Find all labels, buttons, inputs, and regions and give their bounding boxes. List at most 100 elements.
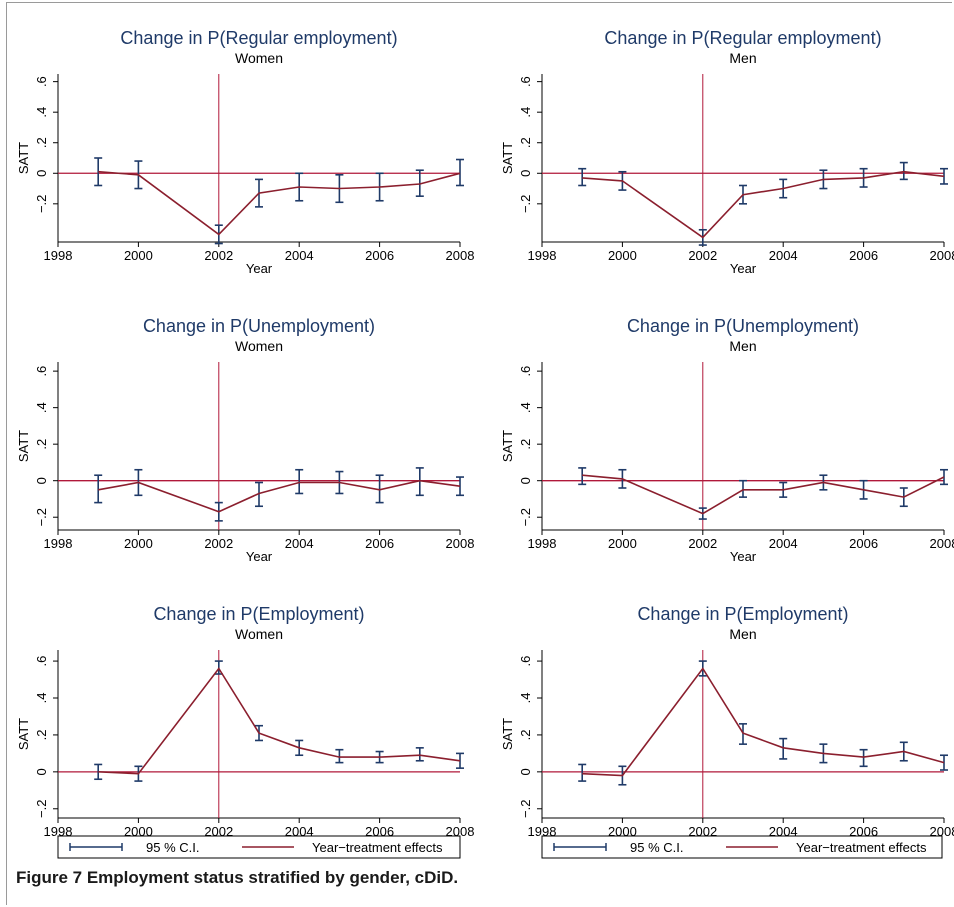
y-tick-label: .2 — [34, 137, 49, 148]
legends-group: 95 % C.I. Year−treatment effects 95 % C.I.… — [57, 835, 943, 859]
y-tick-label: .2 — [518, 439, 533, 450]
x-tick-label: 2008 — [446, 536, 475, 551]
x-tick-label: 1998 — [528, 248, 557, 263]
y-tick-label: .4 — [518, 107, 533, 118]
y-tick-label: −.2 — [34, 195, 49, 213]
x-tick-label: 2004 — [285, 248, 314, 263]
x-tick-label: 2008 — [930, 824, 954, 839]
y-tick-label: .6 — [34, 366, 49, 377]
effect-line — [582, 474, 945, 515]
y-axis-label: SATT — [16, 430, 31, 462]
y-tick-label: −.2 — [34, 508, 49, 526]
x-tick-label: 2006 — [365, 824, 394, 839]
x-tick-label: 1998 — [44, 824, 73, 839]
x-tick-label: 2006 — [365, 248, 394, 263]
x-tick-label: 2002 — [204, 536, 233, 551]
x-tick-label: 2006 — [365, 536, 394, 551]
x-tick-label: 2004 — [769, 824, 798, 839]
y-tick-label: .4 — [518, 693, 533, 704]
y-axis-label: SATT — [500, 430, 515, 462]
x-tick-label: 2000 — [124, 248, 153, 263]
x-tick-label: 2004 — [285, 536, 314, 551]
x-axis-label: Year — [246, 549, 273, 564]
y-axis-label: SATT — [16, 142, 31, 174]
effect-line — [98, 667, 461, 775]
y-tick-label: .4 — [518, 402, 533, 413]
panel-title: Change in P(Employment) — [153, 604, 364, 624]
panel-2: Change in P(Regular employment) Men −.2 0 .2… — [500, 28, 954, 276]
x-tick-label: 2004 — [769, 248, 798, 263]
y-tick-label: .4 — [34, 693, 49, 704]
x-tick-label: 2000 — [608, 536, 637, 551]
y-tick-label: .2 — [34, 730, 49, 741]
panel-title: Change in P(Unemployment) — [143, 316, 375, 336]
y-tick-label: −.2 — [518, 508, 533, 526]
x-tick-label: 2000 — [608, 824, 637, 839]
x-tick-label: 2002 — [204, 824, 233, 839]
panel-title: Change in P(Regular employment) — [120, 28, 397, 48]
legend-1: 95 % C.I. Year−treatment effects — [57, 835, 461, 859]
y-tick-label: .6 — [34, 76, 49, 87]
x-axis-label: Year — [246, 261, 273, 276]
figure-caption: Figure 7 Employment status stratified by… — [16, 868, 459, 887]
y-tick-label: 0 — [34, 477, 49, 484]
panel-4: Change in P(Unemployment) Men −.2 0 .2 .4 .6 SA… — [500, 316, 954, 564]
x-tick-label: 2002 — [688, 536, 717, 551]
x-tick-label: 2004 — [769, 536, 798, 551]
panel-title: Change in P(Regular employment) — [604, 28, 881, 48]
legend-effect-label: Year−treatment effects — [796, 840, 927, 855]
y-axis-label: SATT — [500, 142, 515, 174]
y-tick-label: −.2 — [518, 800, 533, 818]
x-axis-label: Year — [730, 261, 757, 276]
y-tick-label: .2 — [34, 439, 49, 450]
effect-line — [582, 170, 945, 239]
x-tick-label: 2008 — [930, 248, 954, 263]
y-tick-label: −.2 — [518, 195, 533, 213]
y-tick-label: .4 — [34, 107, 49, 118]
panel-subtitle: Men — [729, 50, 756, 66]
panel-title: Change in P(Unemployment) — [627, 316, 859, 336]
y-tick-label: −.2 — [34, 800, 49, 818]
x-tick-label: 2002 — [688, 824, 717, 839]
y-tick-label: .6 — [518, 76, 533, 87]
effect-line — [98, 479, 461, 513]
y-axis-label: SATT — [16, 718, 31, 750]
x-tick-label: 1998 — [44, 248, 73, 263]
y-tick-label: .4 — [34, 402, 49, 413]
x-tick-label: 2002 — [204, 248, 233, 263]
y-tick-label: 0 — [34, 768, 49, 775]
legend-ci-label: 95 % C.I. — [146, 840, 199, 855]
panel-3: Change in P(Unemployment) Women −.2 0 .2 .4 .6… — [16, 316, 474, 564]
x-tick-label: 1998 — [44, 536, 73, 551]
x-tick-label: 2000 — [124, 536, 153, 551]
legend-effect-label: Year−treatment effects — [312, 840, 443, 855]
x-tick-label: 2004 — [285, 824, 314, 839]
x-tick-label: 2008 — [930, 536, 954, 551]
x-tick-label: 2002 — [688, 248, 717, 263]
y-axis-label: SATT — [500, 718, 515, 750]
panel-subtitle: Men — [729, 338, 756, 354]
y-tick-label: .6 — [34, 656, 49, 667]
legend-2: 95 % C.I. Year−treatment effects — [541, 835, 943, 859]
y-tick-label: .6 — [518, 366, 533, 377]
y-tick-label: 0 — [518, 477, 533, 484]
legend-ci-label: 95 % C.I. — [630, 840, 683, 855]
panel-subtitle: Men — [729, 626, 756, 642]
panel-subtitle: Women — [235, 50, 283, 66]
x-tick-label: 2006 — [849, 536, 878, 551]
y-tick-label: 0 — [518, 170, 533, 177]
figure-frame — [6, 2, 952, 905]
x-axis-label: Year — [730, 549, 757, 564]
effect-line — [582, 667, 945, 777]
panel-subtitle: Women — [235, 626, 283, 642]
y-tick-label: .6 — [518, 656, 533, 667]
panel-subtitle: Women — [235, 338, 283, 354]
panel-title: Change in P(Employment) — [637, 604, 848, 624]
y-tick-label: 0 — [518, 768, 533, 775]
x-tick-label: 2000 — [124, 824, 153, 839]
x-tick-label: 2000 — [608, 248, 637, 263]
y-tick-label: .2 — [518, 730, 533, 741]
x-tick-label: 2006 — [849, 824, 878, 839]
x-tick-label: 2008 — [446, 824, 475, 839]
